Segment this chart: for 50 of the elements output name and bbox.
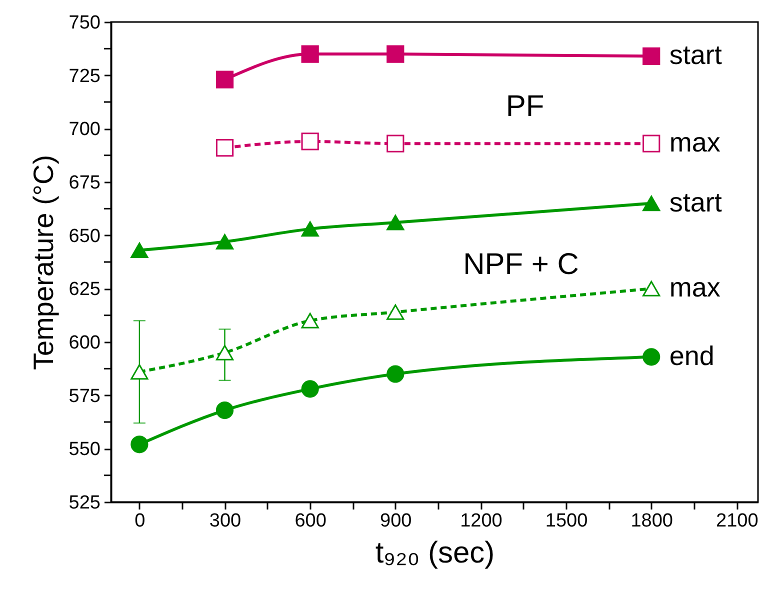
- series-label: end: [669, 340, 714, 371]
- series-label: max: [669, 272, 721, 303]
- point: [386, 365, 404, 383]
- x-tick-label: 300: [209, 510, 242, 532]
- point: [130, 242, 148, 258]
- point: [301, 380, 319, 398]
- y-tick-label: 750: [68, 12, 100, 34]
- y-tick-label: 575: [68, 386, 100, 407]
- y-tick-label: 550: [68, 439, 100, 460]
- series-label: start: [669, 187, 722, 218]
- point: [216, 344, 234, 360]
- annotation: NPF + C: [463, 248, 579, 281]
- y-tick-label: 650: [68, 226, 100, 247]
- point: [642, 348, 660, 366]
- point: [642, 196, 660, 212]
- point: [301, 312, 319, 328]
- x-tick-label: 600: [294, 510, 326, 532]
- point: [130, 364, 148, 380]
- y-tick-label: 725: [68, 66, 100, 87]
- y-tick-label: 625: [68, 279, 100, 300]
- point: [386, 45, 404, 63]
- point: [216, 139, 234, 157]
- y-tick-label: 675: [68, 172, 100, 194]
- y-axis-title: Temperature (°C): [28, 154, 59, 370]
- y-tick-label: 525: [68, 492, 100, 514]
- series-label: start: [669, 40, 722, 70]
- x-tick-label: 2100: [716, 510, 758, 532]
- point: [386, 134, 404, 152]
- point: [642, 134, 660, 152]
- y-tick-label: 700: [68, 119, 100, 140]
- point: [216, 70, 234, 88]
- x-tick-label: 1800: [630, 510, 673, 532]
- point: [301, 221, 319, 237]
- x-axis-title: t₉₂₀ (sec): [375, 536, 495, 570]
- y-tick-label: 600: [68, 332, 100, 354]
- point: [130, 436, 148, 454]
- point: [216, 234, 234, 250]
- x-tick-label: 1500: [545, 510, 588, 532]
- annotation: PF: [506, 90, 544, 123]
- point: [216, 401, 234, 420]
- point: [301, 45, 319, 63]
- point: [642, 280, 660, 296]
- x-tick-label: 900: [380, 510, 412, 532]
- point: [642, 47, 660, 65]
- point: [301, 132, 319, 150]
- x-tick-label: 1200: [460, 510, 502, 532]
- point: [386, 304, 404, 320]
- series-label: max: [669, 128, 721, 158]
- point: [386, 214, 404, 230]
- x-tick-label: 0: [134, 510, 146, 532]
